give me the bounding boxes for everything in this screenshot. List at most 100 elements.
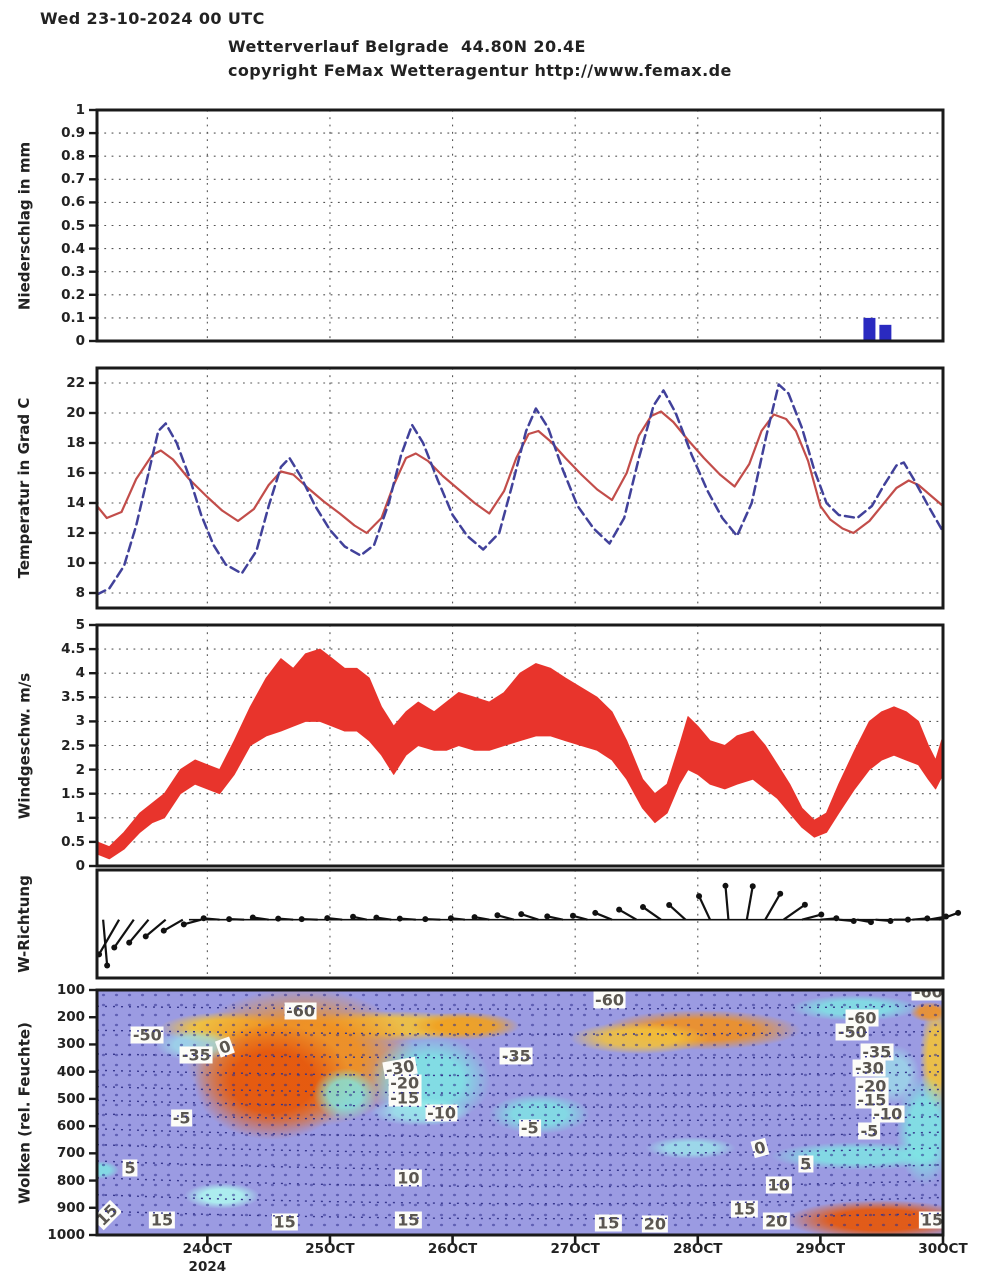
ylabel-clouds-humidity: Wolken (rel. Feuchte) (15, 1021, 33, 1204)
y-tick-label: 12 (66, 525, 85, 541)
contour-label: 20 (763, 1211, 790, 1231)
x-tick-label: 25OCT (305, 1241, 355, 1257)
y-tick-label: 5 (75, 617, 85, 633)
contour-label: 15 (395, 1210, 422, 1230)
y-tick-label: 700 (56, 1145, 85, 1162)
wind-direction-arrow (724, 885, 730, 920)
ylabel-wind-direction: W-Richtung (15, 875, 33, 973)
y-tick-label: 10 (66, 555, 85, 571)
y-tick-label: 18 (66, 435, 85, 451)
wind-direction-arrow (183, 918, 202, 926)
contour-label: -5 (170, 1108, 193, 1128)
wind-direction-arrow (764, 893, 782, 921)
wind-direction-arrow (594, 911, 613, 921)
y-tick-label: 4 (75, 665, 85, 682)
precipitation-bar (863, 317, 876, 341)
y-tick-label: 0.8 (61, 148, 85, 165)
y-tick-label: 0.5 (61, 833, 85, 850)
x-tick-label: 27OCT (550, 1241, 600, 1257)
y-tick-label: 8 (75, 585, 85, 601)
contour-label: -35 (179, 1045, 213, 1065)
x-tick-label: 29OCT (795, 1241, 846, 1257)
y-tick-label: 900 (56, 1199, 85, 1216)
contour-label: -10 (871, 1104, 905, 1124)
temperature-chart (89, 366, 945, 610)
page-title: Wetterverlauf Belgrade 44.80N 20.4E (228, 37, 586, 56)
contour-label: -60 (284, 1001, 317, 1021)
y-tick-label: 1.5 (61, 785, 85, 802)
wind-direction-chart (95, 868, 962, 980)
data-point-dot-grid (97, 990, 943, 1235)
wind-speed-band (96, 648, 944, 860)
y-tick-label: 20 (66, 405, 85, 421)
contour-label: 15 (918, 1211, 943, 1229)
contour-label: 15 (731, 1199, 758, 1219)
y-tick-label: 0.3 (61, 263, 85, 280)
y-tick-label: 0.6 (61, 194, 85, 211)
wind-direction-arrow (128, 918, 150, 944)
wind-direction-arrow (801, 913, 822, 921)
y-tick-label: 0.1 (61, 309, 85, 326)
precipitation-chart (89, 108, 945, 343)
contour-label: 15 (271, 1212, 298, 1232)
x-axis-year-label: 2024 (188, 1259, 227, 1275)
contour-label: 15 (595, 1213, 622, 1233)
ylabel-temperature: Temperatur in Grad C (15, 397, 33, 579)
contour-label: -15 (388, 1088, 422, 1108)
contour-label: -30 (852, 1058, 886, 1078)
y-tick-label: 0.9 (61, 125, 85, 142)
wind-direction-arrow (618, 908, 638, 921)
contour-label: -5 (858, 1121, 881, 1141)
x-tick-label: 30OCT (918, 1241, 968, 1257)
wind-direction-arrow (782, 903, 806, 921)
x-tick-label: 26OCT (427, 1241, 478, 1257)
precipitation-bar (879, 324, 892, 341)
y-tick-label: 3 (75, 713, 85, 730)
contour-label: 20 (641, 1214, 668, 1234)
wind-direction-arrow (668, 904, 687, 921)
y-tick-label: 800 (56, 1172, 85, 1189)
y-tick-label: 500 (56, 1090, 85, 1107)
contour-label: 10 (765, 1175, 792, 1195)
y-tick-label: 400 (56, 1063, 85, 1080)
y-tick-label: 0.7 (61, 171, 85, 188)
x-tick-label: 28OCT (673, 1241, 723, 1257)
temperature-dashed-blue (95, 383, 945, 596)
y-tick-label: 0 (75, 858, 85, 874)
wind-direction-arrow (698, 895, 712, 921)
y-tick-label: 0.5 (61, 217, 85, 234)
contour-label: -10 (425, 1103, 458, 1123)
y-tick-label: 200 (56, 1009, 85, 1026)
y-tick-label: 3.5 (61, 689, 85, 706)
x-tick-label: 24OCT (182, 1241, 233, 1257)
contour-label: -35 (499, 1046, 533, 1066)
contour-label: 15 (148, 1210, 176, 1230)
y-tick-label: 100 (56, 982, 85, 998)
y-tick-label: 2.5 (61, 737, 85, 754)
y-tick-label: 0.2 (61, 286, 85, 303)
contour-label: 5 (122, 1158, 138, 1178)
contour-label: -50 (835, 1022, 869, 1042)
y-tick-label: 0.4 (61, 240, 85, 257)
wind-speed-chart (89, 623, 945, 868)
temperature-solid-red (95, 410, 945, 535)
contour-label: -5 (518, 1118, 541, 1138)
copyright-line: copyright FeMax Wetteragentur http://www… (228, 61, 732, 80)
contour-label: -60 (911, 990, 943, 1001)
contour-label: -60 (593, 990, 626, 1010)
y-tick-label: 1 (75, 809, 85, 826)
y-tick-label: 600 (56, 1118, 85, 1135)
wind-direction-arrow (642, 906, 662, 921)
y-tick-label: 22 (66, 375, 85, 391)
wind-direction-arrow (163, 918, 184, 932)
y-tick-label: 16 (66, 465, 85, 481)
wind-direction-arrow (113, 919, 135, 949)
contour-label: -50 (130, 1025, 164, 1045)
y-tick-label: 14 (66, 495, 85, 511)
wind-direction-arrow (745, 886, 754, 920)
contour-label: 10 (395, 1168, 422, 1188)
run-timestamp: Wed 23-10-2024 00 UTC (40, 9, 265, 28)
y-tick-label: 2 (75, 761, 85, 778)
y-tick-label: 0 (75, 333, 85, 349)
